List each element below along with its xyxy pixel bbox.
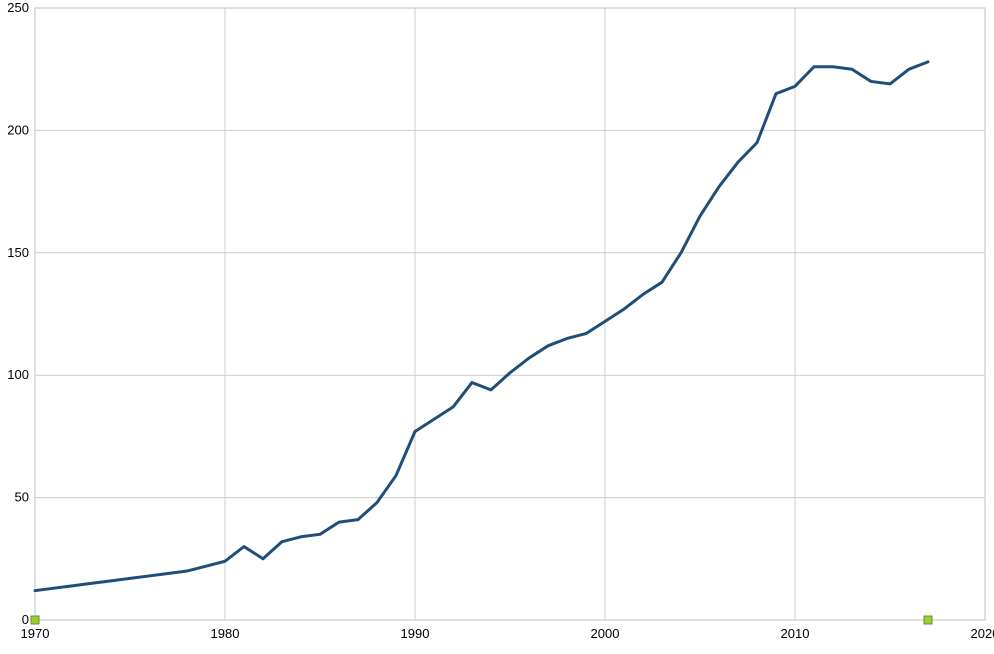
- x-tick-label: 1970: [21, 626, 50, 641]
- endpoint-marker: [924, 616, 932, 624]
- x-tick-label: 2000: [591, 626, 620, 641]
- y-tick-label: 200: [7, 122, 29, 137]
- chart-svg: 0 50 100 150 200 250 1970 1980 1990 2000 2010 2020: [0, 0, 994, 649]
- x-tick-label: 2010: [781, 626, 810, 641]
- y-tick-label: 0: [22, 612, 29, 627]
- x-tick-label: 1990: [401, 626, 430, 641]
- line-chart: 0 50 100 150 200 250 1970 1980 1990 2000 2010 2020: [0, 0, 994, 649]
- x-tick-label: 1980: [211, 626, 240, 641]
- y-tick-label: 250: [7, 0, 29, 15]
- y-tick-label: 50: [15, 490, 29, 505]
- y-tick-label: 150: [7, 245, 29, 260]
- endpoint-marker: [31, 616, 39, 624]
- y-tick-label: 100: [7, 367, 29, 382]
- x-tick-label: 2020: [971, 626, 994, 641]
